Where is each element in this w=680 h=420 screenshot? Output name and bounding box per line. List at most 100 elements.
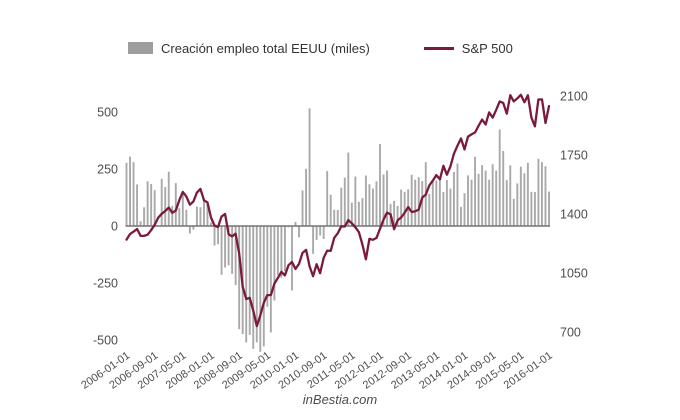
employment-bar bbox=[417, 177, 420, 226]
employment-bar bbox=[192, 226, 195, 230]
employment-bar bbox=[245, 226, 248, 343]
employment-bar bbox=[280, 226, 283, 278]
legend-item-employment: Creación empleo total EEUU (miles) bbox=[128, 41, 370, 56]
employment-bar bbox=[526, 162, 529, 226]
line-series-swatch-icon bbox=[423, 46, 454, 50]
employment-bar bbox=[357, 201, 360, 226]
employment-bar bbox=[329, 194, 332, 226]
employment-bar bbox=[206, 203, 209, 226]
employment-bar bbox=[382, 174, 385, 226]
employment-bar bbox=[350, 202, 353, 226]
employment-bar bbox=[386, 170, 388, 226]
bar-series bbox=[125, 108, 550, 352]
employment-bar bbox=[220, 226, 223, 275]
employment-bar bbox=[470, 179, 473, 226]
left-axis-tick-label: -250 bbox=[93, 277, 118, 291]
employment-bar bbox=[213, 226, 216, 246]
right-axis-tick-label: 2100 bbox=[560, 90, 588, 104]
employment-bar bbox=[502, 150, 505, 226]
employment-bar bbox=[322, 226, 325, 239]
employment-bar bbox=[234, 226, 237, 286]
employment-bar bbox=[298, 226, 300, 238]
employment-bar bbox=[463, 193, 466, 226]
employment-bar bbox=[333, 209, 336, 226]
employment-bar bbox=[139, 221, 142, 226]
employment-bar bbox=[199, 207, 202, 226]
employment-bar bbox=[238, 226, 241, 330]
employment-bar bbox=[269, 226, 272, 333]
employment-bar bbox=[467, 175, 469, 226]
employment-bar bbox=[477, 173, 480, 226]
employment-bar bbox=[481, 165, 484, 226]
employment-bar bbox=[248, 226, 251, 335]
employment-bar bbox=[136, 184, 139, 226]
employment-bar bbox=[449, 188, 452, 226]
employment-bar bbox=[354, 176, 357, 226]
right-axis-tick-label: 1050 bbox=[560, 267, 588, 281]
employment-bar bbox=[403, 191, 406, 226]
employment-bar bbox=[364, 175, 367, 226]
employment-bar bbox=[227, 226, 230, 266]
employment-bar bbox=[167, 171, 170, 226]
employment-bar bbox=[516, 183, 519, 226]
left-axis-tick-label: -500 bbox=[93, 334, 118, 348]
employment-bar bbox=[326, 171, 329, 226]
employment-bar bbox=[495, 170, 498, 226]
employment-bar bbox=[252, 226, 255, 349]
employment-bar bbox=[505, 180, 508, 226]
employment-bar bbox=[372, 188, 374, 226]
employment-bar bbox=[484, 170, 487, 226]
legend-item-sp500: S&P 500 bbox=[423, 40, 513, 56]
sp500-line bbox=[125, 93, 551, 328]
employment-bar bbox=[438, 180, 441, 226]
right-axis-tick-label: 1750 bbox=[560, 149, 588, 163]
employment-bar bbox=[452, 171, 455, 226]
employment-bar bbox=[195, 206, 198, 226]
employment-bar bbox=[319, 226, 322, 236]
employment-bar bbox=[393, 200, 396, 226]
employment-bar bbox=[217, 226, 219, 245]
employment-bar bbox=[396, 205, 399, 226]
employment-bar bbox=[474, 156, 477, 226]
employment-bar bbox=[445, 179, 448, 226]
left-axis-tick-label: 250 bbox=[97, 163, 118, 177]
employment-bar bbox=[150, 184, 153, 226]
employment-bar bbox=[143, 207, 146, 226]
employment-bar bbox=[255, 226, 258, 343]
employment-bar bbox=[368, 184, 371, 226]
employment-bar bbox=[266, 226, 269, 307]
chart-legend: Creación empleo total EEUU (miles) S&P 5… bbox=[128, 38, 513, 58]
employment-bar bbox=[530, 191, 533, 226]
legend-label-sp500: S&P 500 bbox=[461, 40, 513, 56]
employment-bar bbox=[421, 181, 424, 226]
employment-bar bbox=[491, 164, 494, 226]
employment-bar bbox=[231, 226, 234, 274]
employment-bar bbox=[308, 108, 311, 226]
employment-bar bbox=[129, 156, 131, 226]
watermark: inBestia.com bbox=[302, 392, 378, 407]
employment-bar bbox=[160, 178, 163, 226]
employment-bar bbox=[336, 210, 339, 226]
employment-bar bbox=[548, 191, 550, 226]
employment-bar bbox=[315, 226, 318, 240]
employment-bar bbox=[203, 199, 205, 226]
employment-bar bbox=[312, 226, 315, 254]
employment-bar bbox=[410, 174, 413, 226]
employment-bar bbox=[153, 190, 156, 226]
employment-bar bbox=[276, 226, 279, 276]
legend-label-employment: Creación empleo total EEUU (miles) bbox=[161, 40, 370, 56]
employment-bar bbox=[509, 165, 512, 226]
employment-bar bbox=[146, 181, 149, 226]
right-axis-tick-label: 700 bbox=[560, 326, 581, 340]
employment-bar bbox=[132, 162, 135, 226]
employment-bar bbox=[498, 129, 501, 226]
employment-bar bbox=[224, 226, 227, 268]
employment-bar bbox=[294, 221, 297, 226]
employment-bar bbox=[259, 226, 262, 352]
employment-bar bbox=[340, 187, 343, 226]
employment-bar bbox=[305, 168, 308, 226]
employment-bar bbox=[544, 166, 547, 226]
employment-bar bbox=[519, 166, 522, 226]
